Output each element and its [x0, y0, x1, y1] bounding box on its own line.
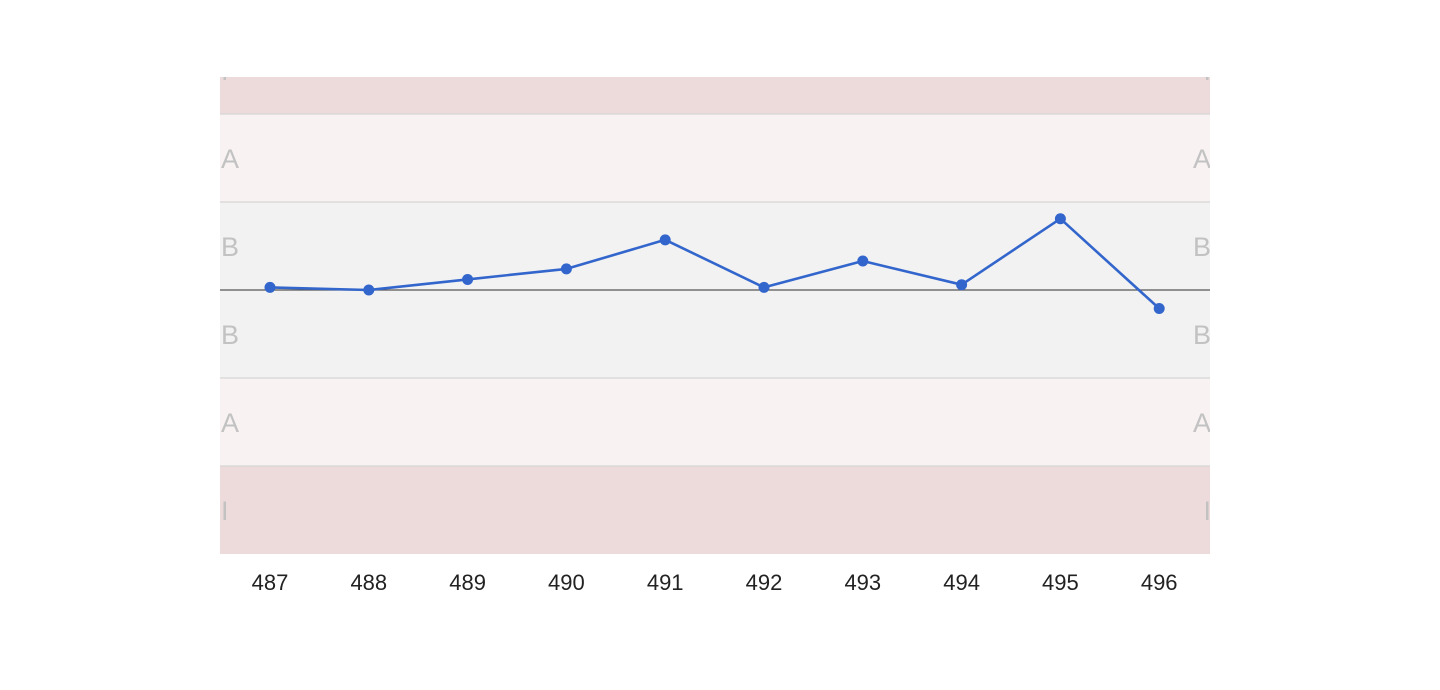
data-points	[264, 213, 1165, 314]
zone-label-left: I	[221, 496, 229, 526]
zone-band-1	[220, 114, 1210, 202]
series-line-0	[269, 217, 1161, 310]
zone-boundaries	[220, 113, 1210, 467]
zone-label-right: I	[1203, 496, 1211, 526]
zone-bands	[220, 77, 1210, 554]
zone-label-left: I	[221, 56, 229, 86]
x-tick-label: 490	[548, 570, 585, 595]
zone-labels: I I A A B B B B A A I I	[221, 56, 1211, 526]
x-tick-label: 492	[746, 570, 783, 595]
x-tick-label: 489	[449, 570, 486, 595]
zone-label-right: B	[1193, 320, 1211, 350]
data-point	[659, 234, 671, 246]
x-tick-label: 487	[252, 570, 289, 595]
data-point	[1153, 302, 1165, 314]
zone-label-left: A	[221, 144, 239, 174]
x-tick-label: 488	[350, 570, 387, 595]
zone-band-3	[220, 290, 1210, 378]
data-point	[264, 281, 276, 293]
zone-label-right: B	[1193, 232, 1211, 262]
zone-band-0	[220, 77, 1210, 114]
x-tick-label: 496	[1141, 570, 1178, 595]
zone-band-2	[220, 202, 1210, 290]
zone-band-4	[220, 378, 1210, 466]
data-point	[956, 279, 968, 291]
x-axis-tick-labels: 487 488 489 490 491 492 493 494 495 496	[252, 570, 1178, 595]
data-point	[857, 255, 869, 267]
data-point	[363, 284, 375, 296]
data-point	[758, 281, 770, 293]
series-line	[269, 217, 1161, 310]
zone-label-right: I	[1203, 56, 1211, 86]
zone-label-left: B	[221, 320, 239, 350]
x-tick-label: 491	[647, 570, 684, 595]
zone-label-right: A	[1193, 408, 1211, 438]
x-tick-label: 495	[1042, 570, 1079, 595]
x-tick-label: 494	[943, 570, 980, 595]
x-tick-label: 493	[844, 570, 881, 595]
zone-band-5	[220, 466, 1210, 554]
zone-label-right: A	[1193, 144, 1211, 174]
data-point	[560, 263, 572, 275]
zone-label-left: B	[221, 232, 239, 262]
data-point	[462, 273, 474, 285]
zone-label-left: A	[221, 408, 239, 438]
data-point	[1054, 213, 1066, 225]
